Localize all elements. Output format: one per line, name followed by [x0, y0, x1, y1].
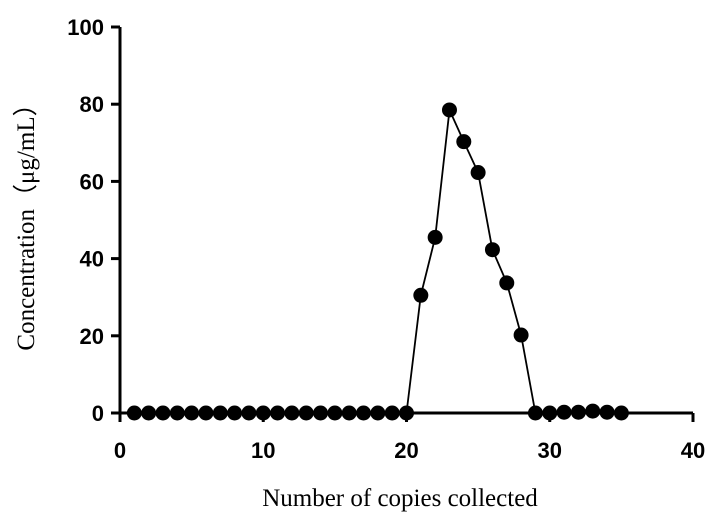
data-point [284, 405, 300, 421]
data-point [255, 405, 271, 421]
y-tick-label: 80 [80, 92, 104, 117]
data-point [456, 134, 472, 150]
x-tick-label: 10 [251, 438, 275, 463]
data-markers [126, 102, 629, 421]
data-point [484, 242, 500, 258]
data-point [427, 229, 443, 245]
y-tick-label: 60 [80, 169, 104, 194]
data-point [542, 405, 558, 421]
y-axis-label: Concentration（μg/mL） [12, 91, 40, 350]
data-point [399, 405, 414, 421]
x-tick-label: 0 [114, 438, 126, 463]
x-tick-label: 30 [538, 438, 562, 463]
x-tick-label: 20 [394, 438, 418, 463]
data-point [270, 405, 286, 421]
data-point [585, 403, 601, 419]
data-point [141, 405, 157, 421]
data-point [212, 405, 228, 421]
data-point [227, 405, 243, 421]
y-ticks: 0 20 40 60 80 100 [67, 15, 120, 426]
data-point [599, 404, 615, 420]
data-point [613, 405, 629, 421]
data-point [556, 404, 572, 420]
data-point [356, 405, 372, 421]
data-point [313, 405, 329, 421]
series-line [134, 106, 622, 414]
data-point [513, 327, 529, 343]
y-tick-label: 0 [92, 401, 104, 426]
x-tick-label: 40 [681, 438, 705, 463]
data-point [527, 405, 543, 421]
y-tick-label: 40 [80, 247, 104, 272]
data-point [184, 405, 200, 421]
data-point [327, 405, 343, 421]
axes [118, 27, 693, 415]
data-point [198, 405, 214, 421]
y-tick-label: 20 [80, 324, 104, 349]
data-point [370, 405, 386, 421]
data-point [384, 405, 400, 421]
data-point [169, 405, 185, 421]
x-axis-label: Number of copies collected [262, 485, 538, 512]
data-point [298, 405, 314, 421]
data-point [341, 405, 357, 421]
data-point [241, 405, 257, 421]
data-point [470, 165, 486, 181]
data-point [441, 102, 457, 118]
data-point [126, 405, 142, 421]
data-point [155, 405, 171, 421]
y-tick-label: 100 [67, 15, 104, 40]
data-point [499, 275, 515, 291]
data-point [570, 404, 586, 420]
x-ticks: 0 10 20 30 40 [114, 413, 705, 463]
data-point [413, 287, 429, 303]
